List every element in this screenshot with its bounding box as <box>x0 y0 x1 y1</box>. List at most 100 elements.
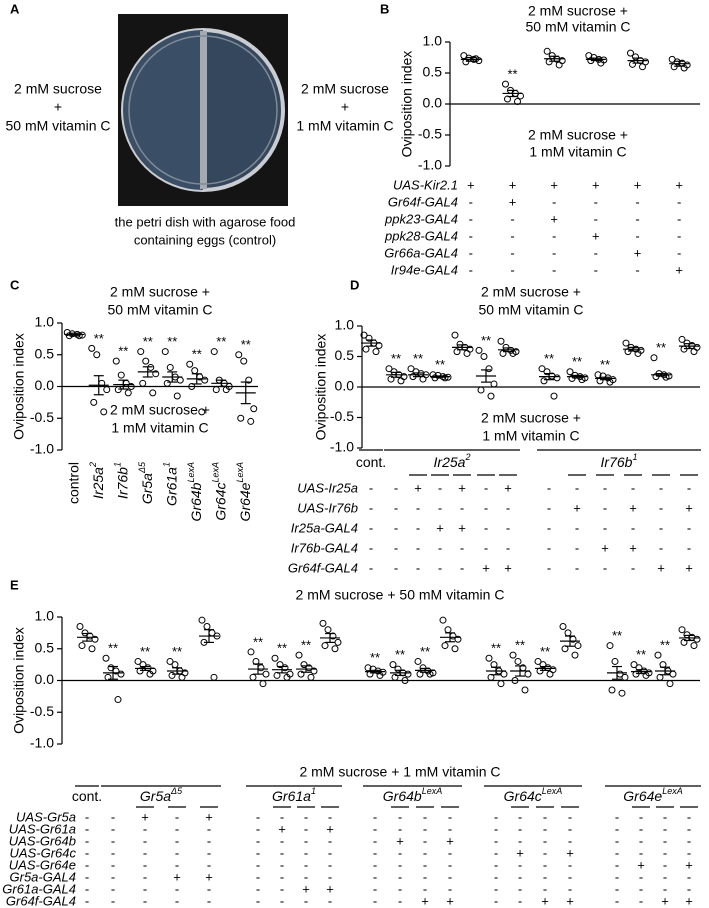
category-name: Gr64e <box>236 482 252 521</box>
data-point <box>451 645 459 653</box>
data-point <box>100 408 108 416</box>
data-point <box>629 60 636 68</box>
genotype-mark: - <box>687 845 691 860</box>
genotype-mark: - <box>394 540 398 555</box>
data-point <box>166 363 174 371</box>
genotype-mark: - <box>615 857 619 872</box>
data-point <box>485 654 493 662</box>
data-point <box>262 670 270 678</box>
genotype-mark: - <box>677 194 681 209</box>
category-superscript: LexA <box>211 462 221 483</box>
genotype-mark: - <box>85 845 89 860</box>
genotype-label: Gr61a-GAL4 <box>2 881 76 896</box>
condition-label: 2 mM sucrose + <box>481 410 581 426</box>
genotype-mark: - <box>603 480 607 495</box>
genotype-mark: - <box>373 833 377 848</box>
data-point <box>372 348 380 356</box>
data-point <box>502 80 509 88</box>
genotype-mark: - <box>423 833 427 848</box>
y-tick-label: 0.0 <box>423 95 443 111</box>
genotype-mark: - <box>328 869 332 884</box>
genotype-mark: - <box>256 893 260 908</box>
genotype-mark: - <box>438 500 442 515</box>
genotype-label: ppk23-GAL4 <box>384 211 458 226</box>
data-point <box>245 376 253 384</box>
group-name: cont. <box>356 454 386 470</box>
genotype-mark: - <box>615 881 619 896</box>
significance-label: ** <box>94 331 104 346</box>
data-point <box>639 63 646 71</box>
genotype-mark: - <box>615 809 619 824</box>
y-tick-label: -0.5 <box>30 703 54 719</box>
genotype-mark: - <box>423 809 427 824</box>
genotype-mark: - <box>373 845 377 860</box>
genotype-mark: + <box>601 540 609 555</box>
data-point <box>235 351 243 359</box>
y-tick-label: 0.5 <box>35 345 55 361</box>
panel-letter: A <box>10 1 20 16</box>
significance-label: ** <box>572 354 582 369</box>
data-point <box>176 376 184 384</box>
genotype-mark: - <box>568 809 572 824</box>
data-point <box>104 673 112 681</box>
significance-label: ** <box>370 650 380 665</box>
genotype-label: Gr64f-GAL4 <box>288 560 358 575</box>
genotype-mark: - <box>398 893 402 908</box>
genotype-mark: - <box>663 869 667 884</box>
x-tick-label: control <box>65 462 81 504</box>
data-point <box>250 405 258 413</box>
data-point <box>451 331 459 339</box>
significance-label: ** <box>395 647 405 662</box>
genotype-mark: + <box>592 228 600 243</box>
genotype-mark: - <box>687 480 691 495</box>
genotype-mark: - <box>369 560 373 575</box>
significance-label: ** <box>140 644 150 659</box>
genotype-mark: - <box>547 500 551 515</box>
y-tick-label: 0.5 <box>423 64 443 80</box>
data-point <box>362 345 370 353</box>
genotype-mark: + <box>685 500 693 515</box>
dish-rim <box>128 35 278 185</box>
genotype-label: Gr64f-GAL4 <box>388 194 458 209</box>
data-point <box>534 657 542 665</box>
y-axis-label: Oviposition index <box>313 334 329 441</box>
data-point <box>93 351 101 359</box>
genotype-mark: - <box>575 560 579 575</box>
genotype-mark: - <box>631 560 635 575</box>
genotype-mark: - <box>398 845 402 860</box>
genotype-mark: - <box>615 833 619 848</box>
genotype-mark: - <box>256 857 260 872</box>
data-point <box>137 348 145 356</box>
group-header: Gr64eLexA <box>623 786 682 803</box>
genotype-mark: - <box>594 211 598 226</box>
data-point <box>550 392 558 400</box>
genotype-mark: - <box>373 821 377 836</box>
genotype-mark: - <box>659 540 663 555</box>
genotype-mark: - <box>304 893 308 908</box>
data-point <box>147 363 155 371</box>
significance-label: ** <box>118 344 128 359</box>
data-point <box>680 638 688 646</box>
panel-letter: E <box>10 577 19 592</box>
data-point <box>78 642 86 650</box>
data-point <box>171 661 179 669</box>
genotype-mark: - <box>175 833 179 848</box>
data-point <box>574 642 582 650</box>
data-point <box>139 661 147 669</box>
genotype-label: ppk28-GAL4 <box>384 228 458 243</box>
category-name: Gr64c <box>212 483 228 521</box>
group-superscript: 2 <box>464 452 470 462</box>
genotype-mark: - <box>687 540 691 555</box>
data-point <box>673 58 681 66</box>
category-superscript: 1 <box>113 462 123 467</box>
data-point <box>103 386 111 394</box>
genotype-mark: - <box>687 809 691 824</box>
significance-label: ** <box>515 638 525 653</box>
genotype-mark: - <box>207 845 211 860</box>
genotype-label: UAS-Gr61a <box>9 821 76 836</box>
genotype-mark: - <box>369 540 373 555</box>
data-point <box>385 365 393 373</box>
data-point <box>310 667 318 675</box>
